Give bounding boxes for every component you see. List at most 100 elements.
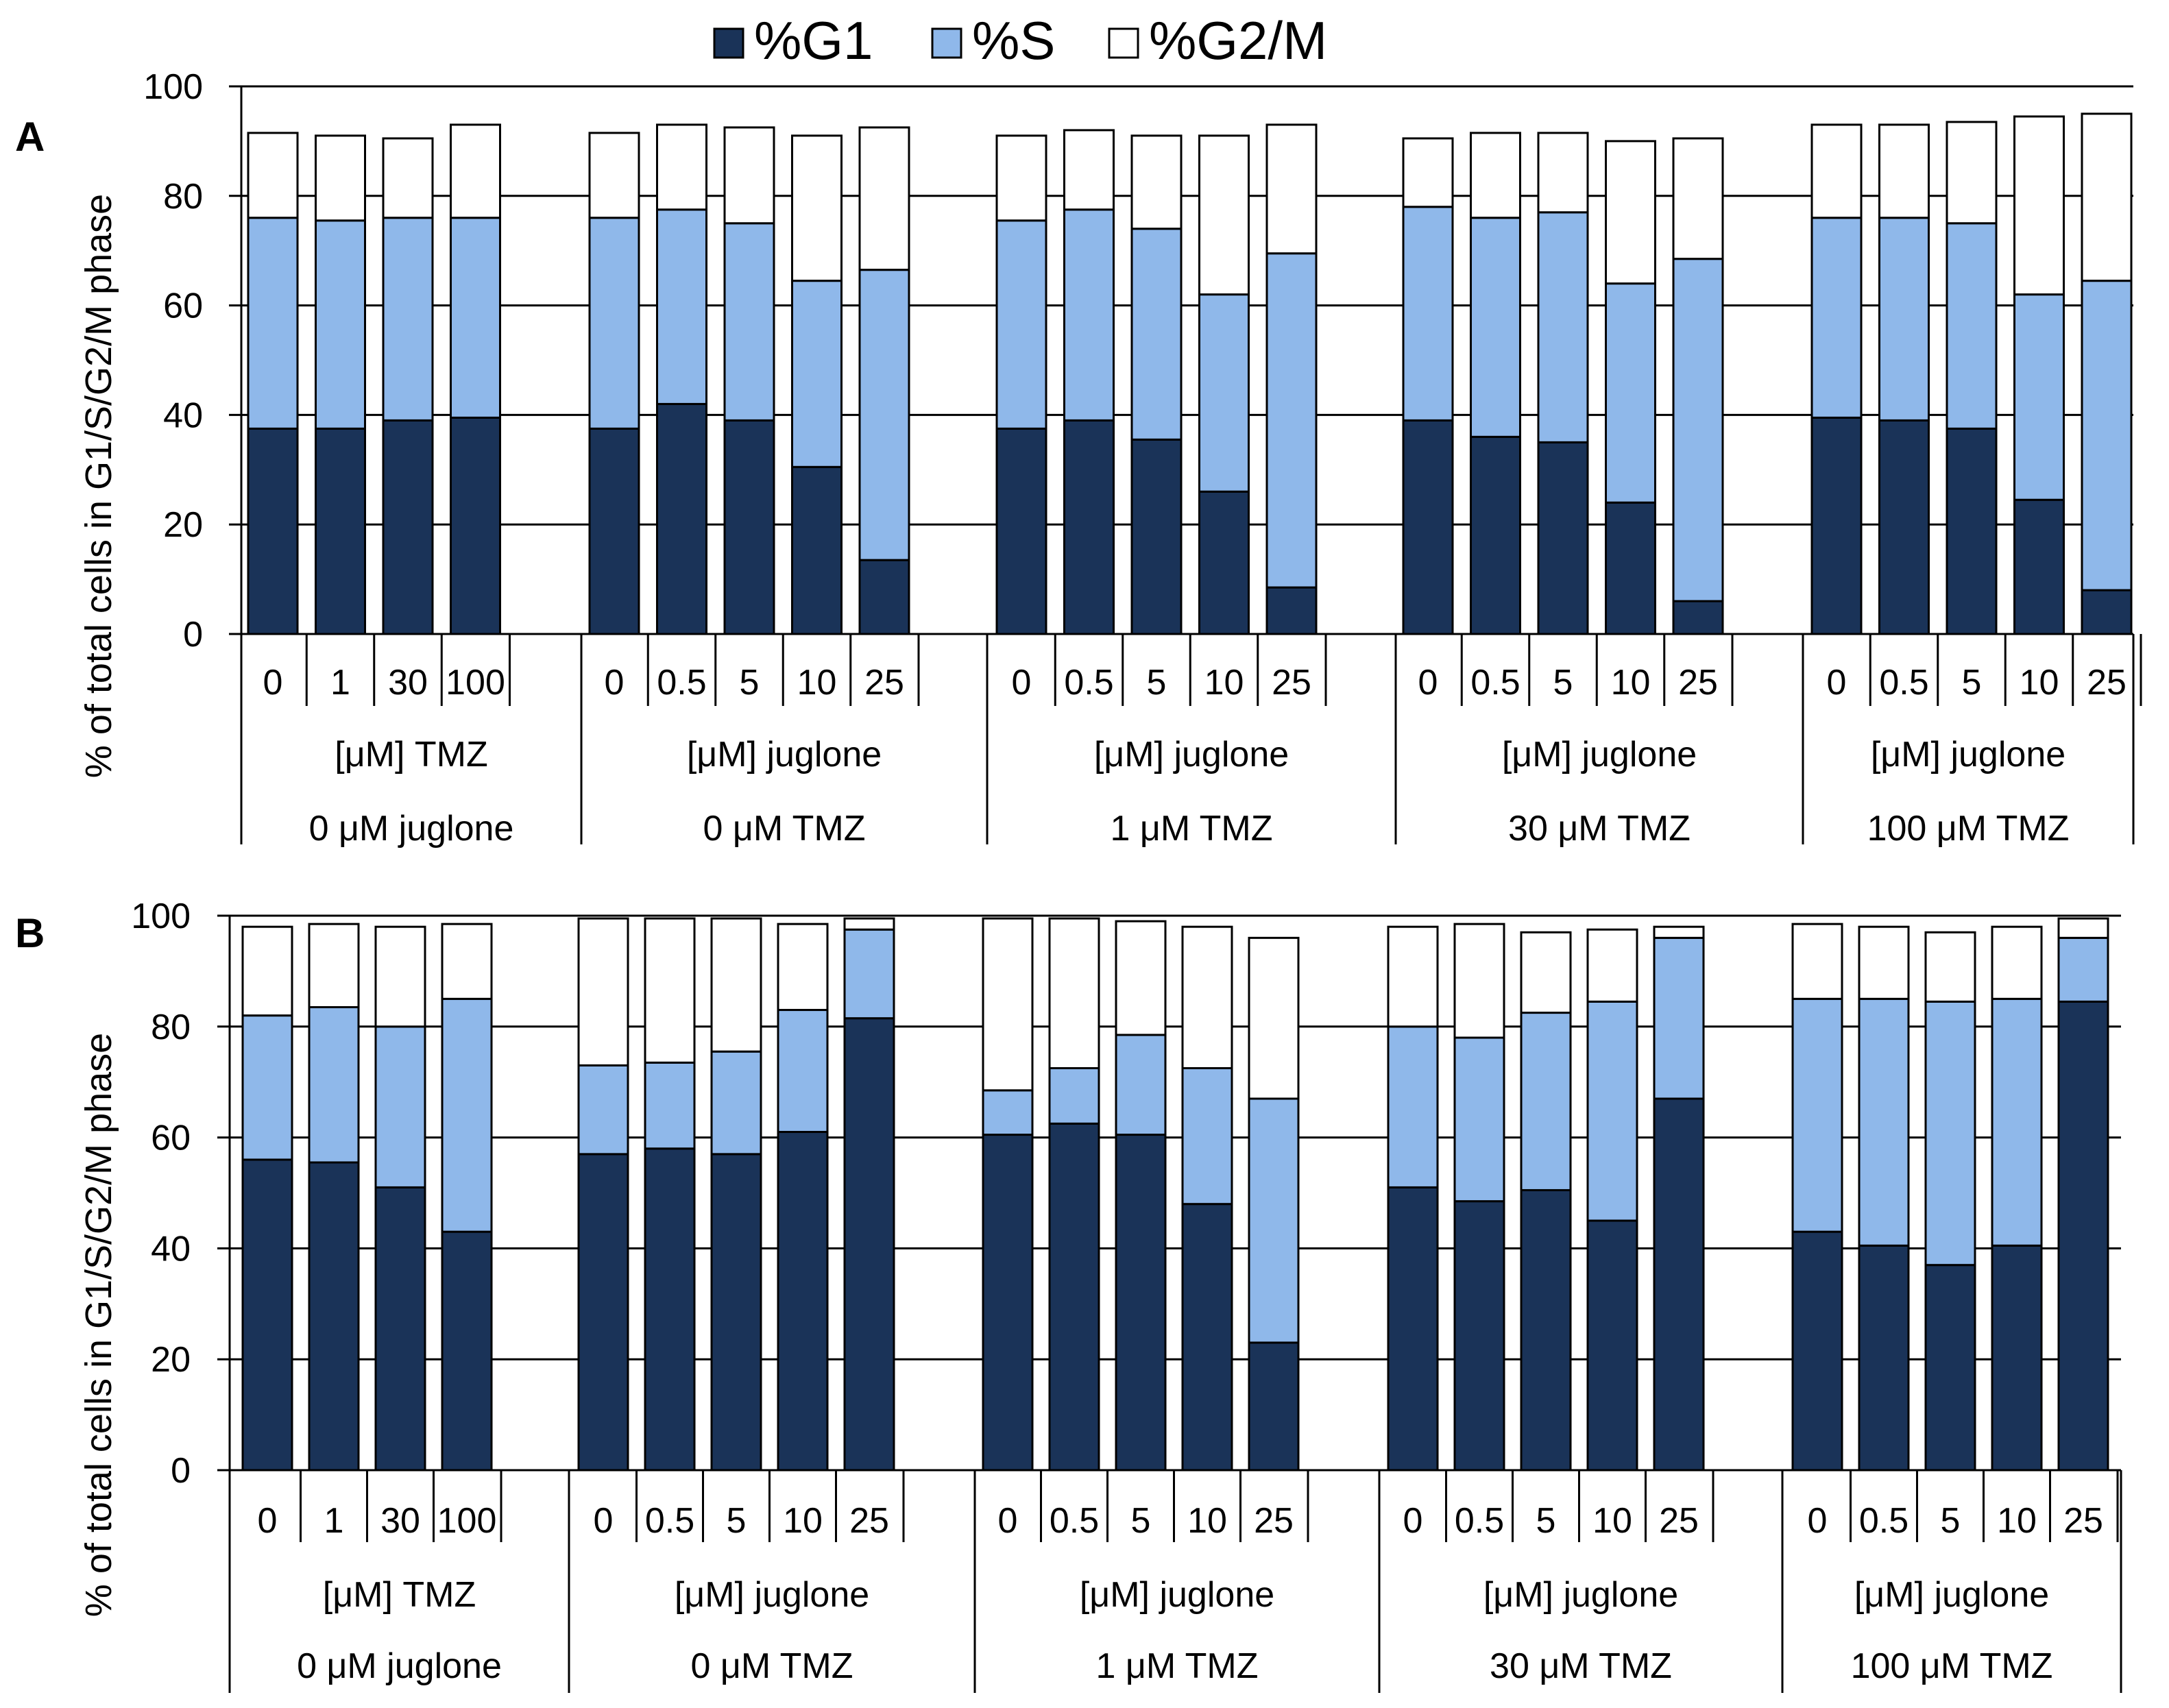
- bar-segment-s: [858, 269, 910, 561]
- bar-segment-s: [1265, 252, 1318, 589]
- legend-swatch-s: [931, 27, 962, 59]
- group-sublabel: [μM] juglone: [1483, 1575, 1678, 1615]
- bar-segment-g1: [1810, 416, 1863, 635]
- bar-segment-g2m: [843, 917, 895, 931]
- group-label: 30 μM TMZ: [1508, 809, 1691, 849]
- bar-segment-s: [1672, 258, 1724, 602]
- bar-segment-g1: [1130, 438, 1183, 635]
- category-label: 25: [2063, 1501, 2103, 1541]
- group-label: 0 μM TMZ: [691, 1646, 853, 1686]
- bar-segment-g2m: [1181, 925, 1233, 1069]
- bar-segment-g2m: [1605, 140, 1656, 285]
- bar-segment-s: [791, 280, 843, 468]
- bar-segment-g2m: [1048, 917, 1100, 1069]
- category-label: 10: [1187, 1501, 1227, 1541]
- bar-segment-g2m: [315, 134, 366, 222]
- group-label: 1 μM TMZ: [1096, 1646, 1259, 1686]
- bar-segment-g2m: [777, 923, 829, 1012]
- category-label: 5: [1962, 663, 1982, 703]
- category-label: 100: [437, 1501, 497, 1541]
- bar-segment-g1: [247, 427, 299, 635]
- bar-segment-g2m: [1198, 134, 1250, 296]
- bar-segment-g2m: [1402, 137, 1454, 208]
- bar-segment-s: [1878, 217, 1930, 422]
- bar-segment-g1: [1991, 1244, 2043, 1472]
- bar-segment-s: [1653, 936, 1705, 1100]
- bar-segment-g1: [656, 402, 707, 635]
- category-label: 5: [1147, 663, 1167, 703]
- category-label: 0.5: [1879, 663, 1928, 703]
- bar-segment-s: [1586, 1000, 1638, 1222]
- y-tick-label: 20: [151, 1340, 191, 1380]
- bar-segment-g2m: [441, 923, 493, 1000]
- bar-segment-g2m: [1115, 920, 1167, 1036]
- bar-segment-g1: [1453, 1200, 1505, 1472]
- bar-segment-g1: [1387, 1186, 1439, 1472]
- bar-segment-s: [843, 928, 895, 1020]
- category-label: 0: [1418, 663, 1438, 703]
- bar-segment-s: [315, 219, 366, 430]
- panel-label: B: [15, 910, 45, 956]
- bar-segment-g1: [1402, 419, 1454, 635]
- bar-segment-g2m: [2013, 115, 2065, 296]
- panel-label: A: [15, 114, 45, 160]
- bar-segment-s: [644, 1061, 696, 1150]
- bar-segment-s: [382, 217, 434, 422]
- bar-segment-g2m: [308, 923, 360, 1008]
- bar-segment-g2m: [1924, 931, 1976, 1003]
- legend-label-g2m: %G2/M: [1149, 10, 1327, 71]
- bar-segment-g1: [1605, 501, 1656, 635]
- bar-segment-g1: [577, 1153, 629, 1472]
- bar-segment-g1: [450, 416, 501, 635]
- bar-segment-s: [723, 222, 775, 422]
- category-label: 5: [1941, 1501, 1961, 1541]
- group-label: 0 μM TMZ: [703, 809, 866, 849]
- bar-segment-g2m: [1130, 134, 1183, 230]
- category-label: 0: [1827, 663, 1847, 703]
- bar-segment-s: [1991, 997, 2043, 1247]
- bar-segment-g2m: [995, 134, 1047, 222]
- y-axis-label: % of total cells in G1/S/G2/M phase: [78, 1033, 119, 1617]
- bar-segment-g1: [644, 1147, 696, 1472]
- bar-segment-g1: [241, 1158, 293, 1472]
- group-sublabel: [μM] juglone: [1094, 735, 1289, 774]
- y-tick-label: 60: [163, 286, 203, 326]
- group-label: 0 μM juglone: [309, 809, 514, 849]
- bar-segment-s: [577, 1064, 629, 1156]
- category-label: 5: [1131, 1501, 1151, 1541]
- bar-segment-g1: [791, 465, 843, 635]
- bar-segment-g1: [1063, 419, 1115, 635]
- category-label: 10: [1204, 663, 1244, 703]
- bar-segment-g1: [315, 427, 366, 635]
- bar-segment-s: [710, 1050, 762, 1156]
- bar-segment-s: [995, 219, 1047, 430]
- y-tick-label: 60: [151, 1119, 191, 1158]
- legend-label-g1: %G1: [754, 10, 873, 71]
- bar-segment-s: [777, 1009, 829, 1134]
- bar-segment-g2m: [1470, 132, 1521, 219]
- bar-segment-g2m: [2081, 112, 2133, 282]
- bar-segment-s: [1453, 1036, 1505, 1203]
- bar-segment-s: [1063, 208, 1115, 422]
- bar-segment-g1: [1791, 1230, 1843, 1472]
- bar-segment-g1: [374, 1186, 426, 1472]
- bar-segment-g2m: [241, 925, 293, 1017]
- bar-segment-g2m: [1586, 928, 1638, 1003]
- bar-segment-s: [2057, 936, 2109, 1003]
- bar-segment-g2m: [656, 123, 707, 211]
- bar-segment-g2m: [1387, 925, 1439, 1028]
- bar-segment-s: [308, 1005, 360, 1164]
- category-label: 30: [388, 663, 428, 703]
- bar-segment-g1: [777, 1131, 829, 1472]
- bar-segment-s: [1048, 1066, 1100, 1125]
- category-label: 1: [324, 1501, 344, 1541]
- category-label: 25: [864, 663, 904, 703]
- category-label: 0: [1012, 663, 1032, 703]
- bar-segment-g2m: [1672, 137, 1724, 260]
- bar-segment-g2m: [1248, 936, 1300, 1100]
- category-label: 0: [594, 1501, 614, 1541]
- legend: %G1 %S %G2/M: [713, 10, 1327, 71]
- bar-segment-g2m: [1946, 121, 1998, 225]
- bar-segment-g1: [858, 559, 910, 635]
- bar-segment-g1: [982, 1134, 1034, 1472]
